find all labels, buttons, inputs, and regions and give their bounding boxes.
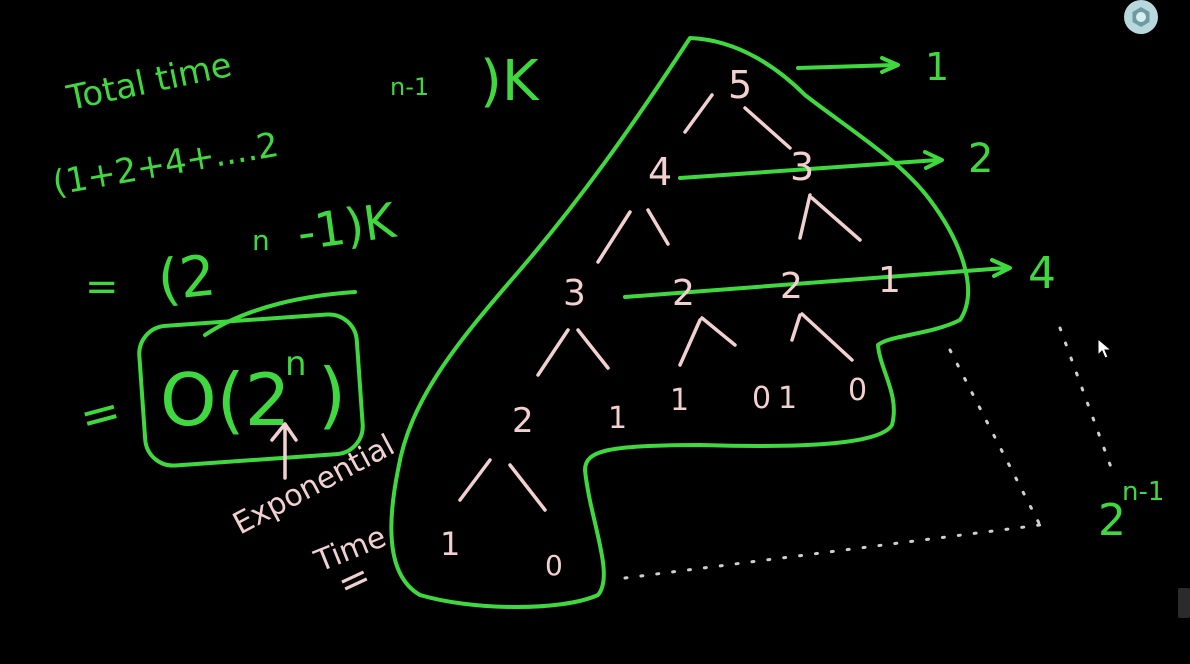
sum-series-exponent: n-1 (390, 73, 429, 101)
recursion-region-outline (389, 36, 970, 609)
level-count-4: 4 (1028, 248, 1056, 299)
closed-form-equals: = (85, 264, 119, 310)
big-o-close: ) (318, 353, 346, 437)
closed-form-tail: -1)K (294, 193, 400, 262)
settings-gear-icon (1124, 0, 1158, 34)
closed-form-expression: (2 (155, 243, 219, 314)
tree-node-l1-1: 3 (790, 145, 814, 189)
tree-node-root: 5 (728, 63, 752, 107)
tree-node-l4-1: 0 (545, 549, 563, 582)
closed-form-exponent: n (252, 224, 270, 257)
tree-node-l3-1: 1 (608, 401, 627, 436)
tree-node-l2-3: 1 (878, 260, 901, 301)
total-time-label: Total time (63, 45, 236, 119)
sum-series: (1+2+4+....2 (50, 125, 282, 204)
settings-button[interactable] (1117, 0, 1165, 38)
tree-node-l3-5: 0 (848, 373, 867, 408)
big-o-expression: O(2 (160, 358, 291, 442)
tree-node-l2-0: 3 (563, 273, 586, 314)
tree-node-l2-1: 2 (672, 273, 695, 314)
tree-node-l3-3: 0 (752, 381, 771, 416)
tree-node-l1-0: 4 (648, 150, 672, 194)
scrollbar-thumb[interactable] (1178, 588, 1190, 618)
big-o-equals: = (74, 382, 127, 447)
remaining-tree-dotted-outline (623, 326, 1114, 580)
tree-node-l2-2: 2 (780, 266, 803, 307)
level-3-arrow (623, 258, 1012, 299)
big-o-box (137, 312, 365, 468)
tree-node-l3-0: 2 (512, 401, 534, 441)
level-2-arrow (678, 150, 944, 180)
tree-node-l4-0: 1 (440, 525, 460, 563)
sum-series-close: )K (480, 49, 540, 114)
big-o-exponent: n (285, 344, 307, 384)
level-count-2: 2 (968, 136, 993, 182)
level-1-arrow (796, 56, 900, 74)
tree-node-l3-4: 1 (778, 381, 797, 416)
last-level-count-exponent: n-1 (1122, 477, 1164, 507)
level-count-1: 1 (925, 45, 949, 89)
tree-node-l3-2: 1 (670, 383, 689, 418)
last-level-count-base: 2 (1098, 495, 1126, 546)
